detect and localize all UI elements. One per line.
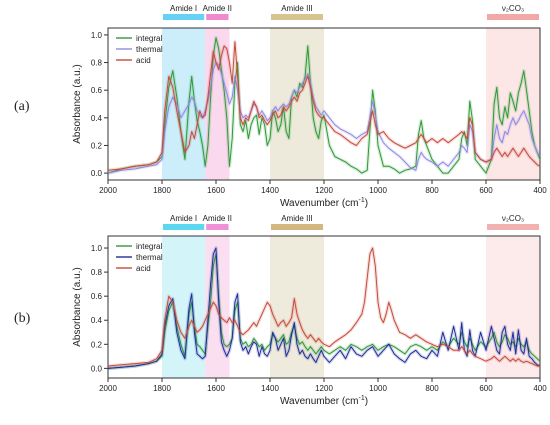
x-tick-label: 1200 <box>315 384 333 393</box>
x-axis-title: Wavenumber (cm-1) <box>280 197 368 209</box>
x-tick-label: 1400 <box>261 186 279 195</box>
y-tick-label: 0.2 <box>91 340 103 349</box>
region-bar <box>163 224 205 230</box>
y-axis-title: Absorbance (a.u.) <box>72 64 83 144</box>
region-bar <box>487 14 539 20</box>
y-tick-label: 0.0 <box>91 364 103 373</box>
y-tick-label: 1.0 <box>91 244 103 253</box>
legend-label-acid: acid <box>136 56 151 65</box>
region-band <box>486 236 540 378</box>
region-band <box>270 236 324 378</box>
legend-label-thermal: thermal <box>136 45 163 54</box>
x-tick-label: 800 <box>425 186 439 195</box>
y-tick-label: 0.4 <box>91 316 103 325</box>
region-label: Amide II <box>203 214 232 223</box>
region-label: Amide II <box>203 4 232 13</box>
chart-panel-a: Amide I Amide II Amide III ν₂CO₃ 2000 1800 160… <box>14 4 547 209</box>
x-tick-label: 1600 <box>207 186 225 195</box>
y-tick-label: 0.2 <box>91 141 103 150</box>
region-bar <box>206 224 229 230</box>
x-tick-label: 1000 <box>369 384 387 393</box>
x-tick-label: 800 <box>425 384 439 393</box>
region-label: ν₂CO₃ <box>502 214 524 223</box>
region-label: Amide III <box>281 214 313 223</box>
legend-label-integral: integral <box>136 34 162 43</box>
region-bar <box>163 14 205 20</box>
y-tick-label: 0.4 <box>91 114 103 123</box>
series-line-acid <box>107 247 540 367</box>
x-tick-label: 400 <box>533 186 547 195</box>
region-band <box>162 28 206 180</box>
y-tick-label: 0.8 <box>91 268 103 277</box>
chart-panel-b: Amide I Amide II Amide III ν₂CO₃ 2000 1800 160… <box>14 214 547 407</box>
series-line-thermal <box>107 247 541 369</box>
x-tick-label: 1800 <box>153 186 171 195</box>
x-tick-label: 1200 <box>315 186 333 195</box>
y-tick-label: 0.0 <box>91 169 103 178</box>
y-axis-title: Absorbance (a.u.) <box>72 267 83 347</box>
x-tick-label: 2000 <box>99 186 117 195</box>
x-tick-label: 2000 <box>99 384 117 393</box>
region-label: ν₂CO₃ <box>502 4 524 13</box>
series-line-acid <box>107 41 541 171</box>
x-axis-title: Wavenumber (cm-1) <box>280 395 368 407</box>
legend-label-acid: acid <box>136 264 151 273</box>
legend-label-integral: integral <box>136 242 162 251</box>
region-bar <box>271 224 323 230</box>
x-tick-label: 1800 <box>153 384 171 393</box>
region-band <box>486 28 540 180</box>
region-label: Amide I <box>170 214 197 223</box>
y-tick-label: 0.6 <box>91 292 103 301</box>
region-label: Amide I <box>170 4 197 13</box>
y-tick-label: 0.6 <box>91 86 103 95</box>
series-line-integral <box>107 37 541 174</box>
x-tick-label: 1600 <box>207 384 225 393</box>
x-tick-label: 1400 <box>261 384 279 393</box>
x-tick-label: 600 <box>479 384 493 393</box>
y-tick-label: 1.0 <box>91 31 103 40</box>
region-label: Amide III <box>281 4 313 13</box>
x-tick-label: 600 <box>479 186 493 195</box>
y-tick-label: 0.8 <box>91 59 103 68</box>
legend-label-thermal: thermal <box>136 253 163 262</box>
region-bar <box>271 14 323 20</box>
region-bar <box>206 14 229 20</box>
panel-label: (a) <box>14 99 30 114</box>
x-tick-label: 400 <box>533 384 547 393</box>
region-bar <box>487 224 539 230</box>
x-tick-label: 1000 <box>369 186 387 195</box>
panel-label: (b) <box>14 311 31 326</box>
